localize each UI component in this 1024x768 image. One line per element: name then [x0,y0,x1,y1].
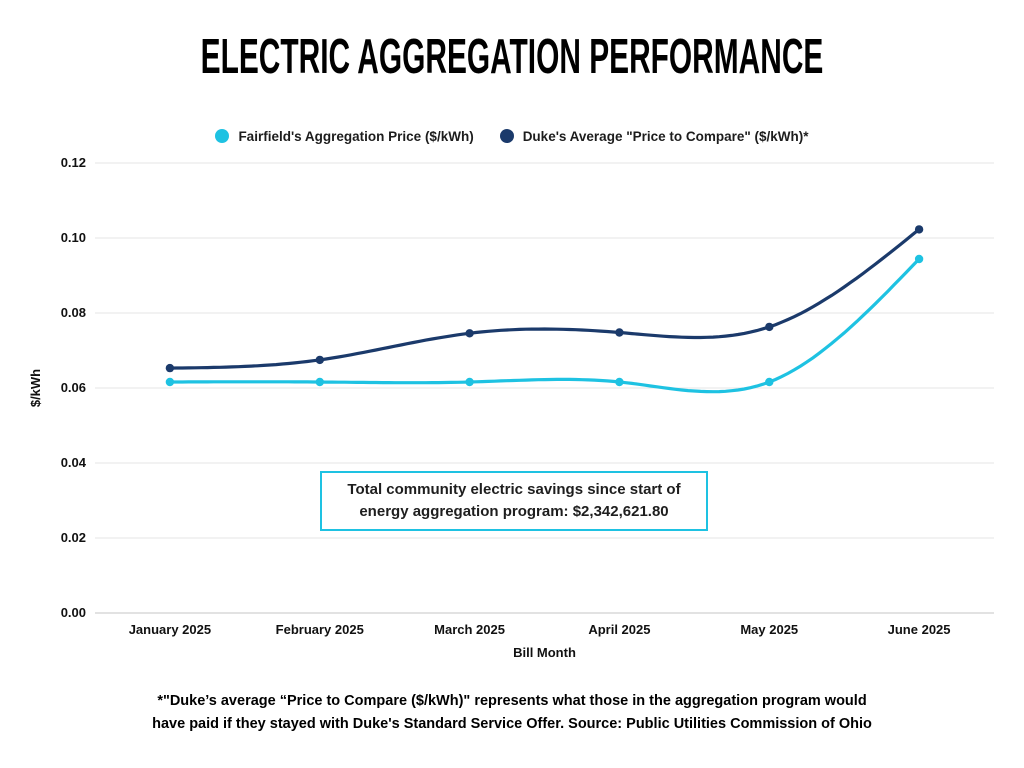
y-tick-label: 0.06 [60,380,86,395]
legend-label: Fairfield's Aggregation Price ($/kWh) [238,128,474,144]
y-tick-label: 0.08 [60,305,86,320]
y-tick-label: 0.04 [60,455,86,470]
legend-dot-icon [215,129,230,143]
footnote-line2: have paid if they stayed with Duke's Sta… [152,716,872,732]
y-axis-title: $/kWh [28,368,43,408]
data-point-marker [765,377,774,387]
y-tick-label: 0.10 [60,230,86,245]
data-point-marker [165,377,175,387]
data-point-marker [914,225,924,234]
data-point-marker [615,377,624,387]
data-point-marker [765,322,774,332]
y-axis-tick-labels: 0.00 0.02 0.04 0.06 0.08 0.10 0.12 [0,0,86,768]
x-tick-label: April 2025 [588,622,651,637]
legend-item: Fairfield's Aggregation Price ($/kWh) [215,128,474,144]
data-point-marker [315,355,324,365]
footnote: *"Duke’s average “Price to Compare ($/kW… [0,690,1024,736]
legend-dot-icon [499,129,514,143]
data-point-marker [465,329,474,338]
savings-annotation-box: Total community electric savings since s… [320,471,708,531]
x-tick-label: May 2025 [740,622,799,637]
series-line [168,227,921,370]
x-tick-label: February 2025 [275,622,364,637]
chart-legend: Fairfield's Aggregation Price ($/kWh) Duk… [0,126,1024,146]
legend-item: Duke's Average "Price to Compare" ($/kWh… [499,128,809,144]
data-point-marker [914,254,924,264]
savings-annotation-line2: energy aggregation program: $2,342,621.8… [359,503,669,520]
x-tick-label: January 2025 [128,622,212,637]
x-axis-title: Bill Month [513,645,576,660]
footnote-line1: *"Duke’s average “Price to Compare ($/kW… [157,693,867,709]
legend-label: Duke's Average "Price to Compare" ($/kWh… [522,128,809,144]
page-title: ELECTRIC AGGREGATION PERFORMANCE [200,30,824,84]
data-point-marker [615,328,624,337]
y-tick-label: 0.00 [60,605,86,620]
y-tick-label: 0.02 [60,530,86,545]
data-point-marker [165,363,175,373]
series-line [168,257,921,394]
savings-annotation-line1: Total community electric savings since s… [347,481,681,498]
y-tick-label: 0.12 [60,155,86,170]
x-tick-label: March 2025 [434,622,505,637]
data-point-marker [465,377,474,387]
data-point-marker [315,377,324,387]
x-tick-label: June 2025 [887,622,951,637]
